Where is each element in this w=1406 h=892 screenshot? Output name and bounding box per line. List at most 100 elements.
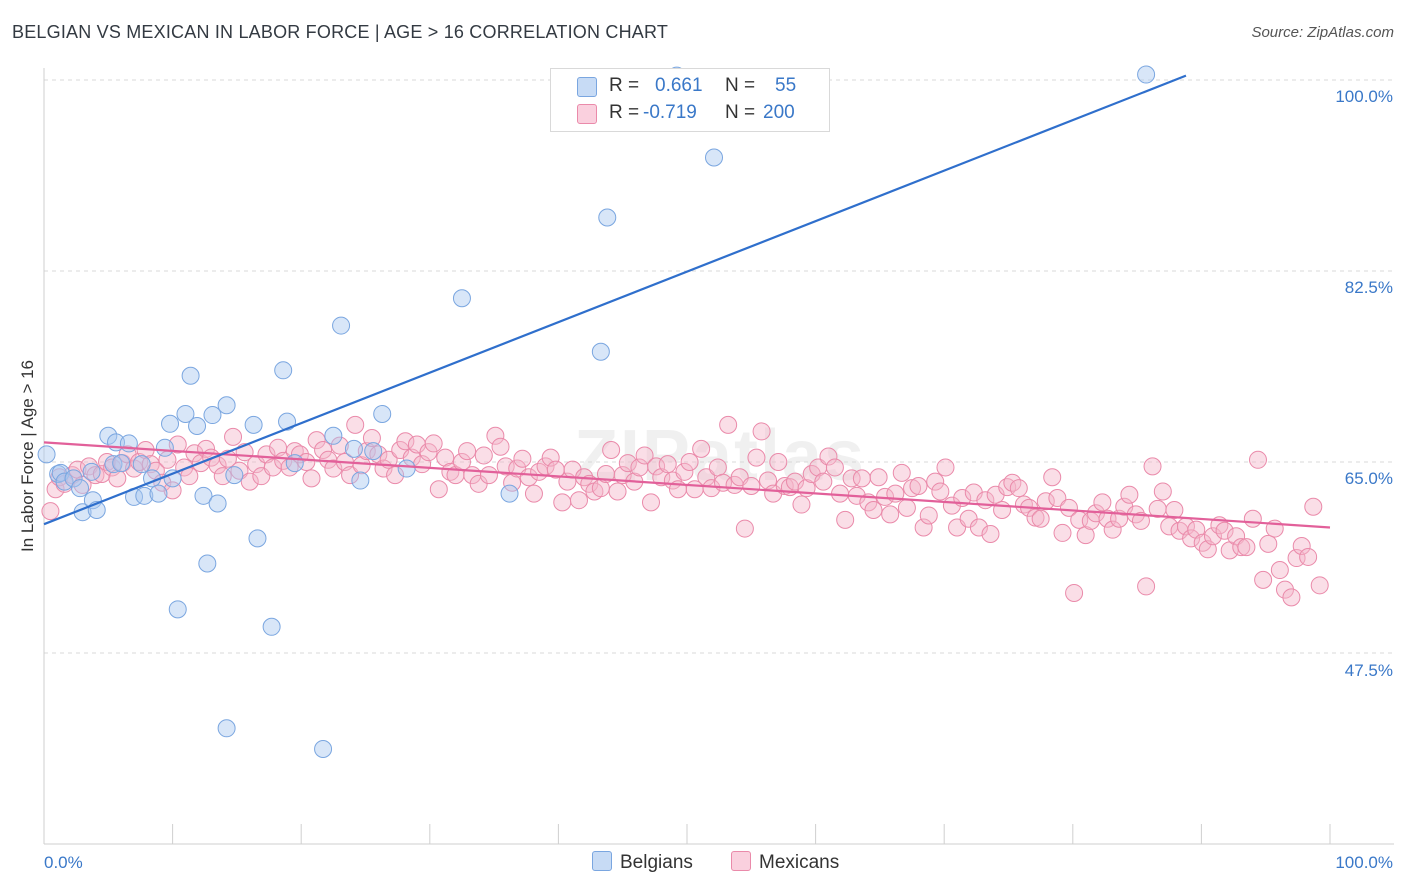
mexican-point (213, 467, 232, 486)
mexican-point (352, 456, 371, 475)
mexican-point (1165, 501, 1184, 520)
mexican-point (786, 472, 805, 491)
mexican-point (346, 415, 365, 434)
belgian-point (149, 484, 168, 503)
mexican-point (458, 442, 477, 461)
mexican-point (1143, 457, 1162, 476)
mexican-point (1254, 570, 1273, 589)
mexican-point (496, 457, 515, 476)
mexican-point (491, 437, 510, 456)
mexican-point (1009, 479, 1028, 498)
mexican-point (1248, 450, 1267, 469)
axis-layer (43, 68, 1394, 845)
mexican-point (869, 468, 888, 487)
mexican-point (330, 436, 349, 455)
mexican-point (486, 426, 505, 445)
mexican-point (1036, 492, 1055, 511)
mexican-point (708, 458, 727, 477)
belgian-point (155, 438, 174, 457)
belgian-point (188, 416, 207, 435)
mexican-point (1259, 534, 1278, 553)
mexican-point (1059, 498, 1078, 517)
mexican-point (658, 455, 677, 474)
mexican-point (752, 422, 771, 441)
belgian-point (135, 486, 154, 505)
mexican-point (1120, 485, 1139, 504)
mexican-point (474, 446, 493, 465)
mexican-point (441, 462, 460, 481)
belgian-points (37, 65, 1156, 759)
y-tick-label-100: 100.0% (1335, 87, 1393, 106)
belgian-trend-line (43, 74, 1187, 526)
n-label: N = (725, 75, 756, 96)
mexican-point (98, 452, 117, 471)
mexican-point (224, 427, 243, 446)
belgian-legend-swatch (592, 851, 612, 871)
belgian-point (168, 600, 187, 619)
belgian-point (194, 486, 213, 505)
mexican-point (1215, 521, 1234, 540)
mexican-point (1299, 547, 1318, 566)
mexican-point (635, 446, 654, 465)
mexican-point (892, 463, 911, 482)
mexican-point (362, 428, 381, 447)
belgian-point (248, 529, 267, 548)
mexican-point (864, 501, 883, 520)
mexican-point (919, 506, 938, 525)
mexican-point (1026, 508, 1045, 527)
mexican-point (641, 493, 660, 512)
mexican-point (1093, 493, 1112, 512)
mexican-point (41, 502, 60, 521)
x-tick-label-0: 0.0% (44, 853, 83, 872)
mexican-point (1048, 489, 1067, 508)
y-axis-label: In Labor Force | Age > 16 (18, 359, 37, 553)
mexican-point (513, 449, 532, 468)
belgian-point (344, 439, 363, 458)
correlation-legend: R = 0.661 N = 55 R = -0.719 N = 200 (550, 68, 830, 132)
mexican-point (541, 448, 560, 467)
mexican-point (1243, 509, 1262, 528)
mexican-point (1292, 537, 1311, 556)
mexican-point (1153, 482, 1172, 501)
mexican-point (1287, 549, 1306, 568)
r-label: R = (609, 75, 640, 96)
source-label: Source: ZipAtlas.com (1251, 24, 1394, 41)
legend-item-belgians: Belgians (592, 851, 693, 874)
n-value: 200 (763, 102, 795, 123)
mexican-point (369, 445, 388, 464)
mexican-point (297, 452, 316, 471)
belgian-point (176, 404, 195, 423)
mexican-point (842, 469, 861, 488)
mexican-legend-swatch (731, 851, 751, 871)
mexican-point (647, 457, 666, 476)
mexican-points (41, 415, 1329, 607)
mexican-point (1137, 577, 1156, 596)
mexican-point (897, 498, 916, 517)
mexican-point (836, 510, 855, 529)
mexican-point (742, 477, 761, 496)
mexican-point (969, 518, 988, 537)
belgian-point (285, 454, 304, 473)
mexican-point (792, 495, 811, 514)
mexican-point (675, 462, 694, 481)
belgian-point (373, 404, 392, 423)
mexican-point (524, 484, 543, 503)
belgian-point (82, 462, 101, 481)
belgian-point (163, 469, 182, 488)
mexican-point (396, 432, 415, 451)
mexican-point (881, 505, 900, 524)
mexican-point (680, 452, 699, 471)
mexican-point (852, 469, 871, 488)
belgian-point (397, 459, 416, 478)
belgian-point (99, 426, 118, 445)
mexican-point (735, 519, 754, 538)
mexican-point (692, 439, 711, 458)
mexican-point (341, 466, 360, 485)
mexican-point (1232, 538, 1251, 557)
y-tick-label-65: 65.0% (1344, 469, 1393, 488)
chart-title: BELGIAN VS MEXICAN IN LABOR FORCE | AGE … (12, 22, 669, 42)
mexican-point (479, 466, 498, 485)
r-value: 0.661 (655, 75, 703, 96)
belgian-point (278, 412, 297, 431)
